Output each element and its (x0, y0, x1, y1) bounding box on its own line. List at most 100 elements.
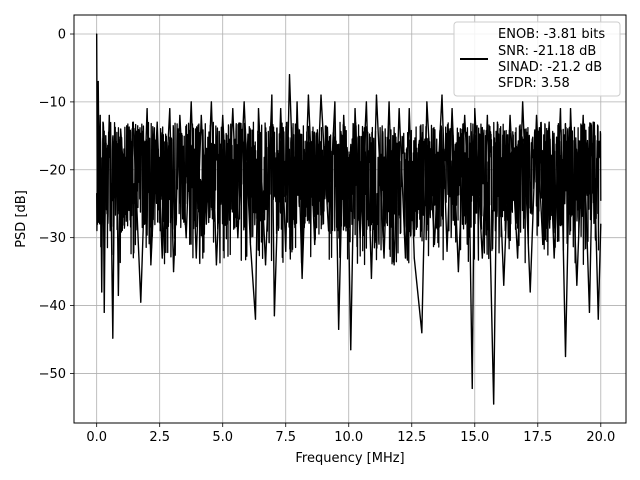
data-point (597, 318, 599, 320)
data-point (503, 284, 505, 286)
data-point (98, 182, 100, 184)
data-point (103, 311, 105, 313)
data-point (548, 121, 550, 123)
data-point (243, 101, 245, 103)
data-point (404, 257, 407, 259)
data-point (529, 291, 531, 293)
data-point (161, 257, 163, 259)
plot-area-frame (73, 14, 627, 424)
data-point (190, 101, 192, 103)
data-point (383, 257, 385, 259)
x-tick-label: 15.0 (460, 430, 489, 445)
data-point (280, 108, 282, 110)
y-tick-label: −20 (39, 163, 66, 178)
data-point (210, 101, 212, 103)
x-axis-label: Frequency [MHz] (295, 451, 404, 466)
data-point (370, 277, 373, 279)
data-point (114, 128, 116, 130)
noise-trace (96, 121, 602, 266)
data-point (296, 101, 298, 103)
data-point (600, 223, 602, 225)
data-point (388, 101, 390, 103)
data-point (354, 108, 356, 110)
data-point (582, 114, 584, 117)
data-point (215, 264, 218, 266)
data-point (486, 114, 488, 117)
legend: ENOB: -3.81 bits SNR: -21.18 dB SINAD: -… (453, 21, 621, 97)
data-point (97, 80, 99, 83)
data-point (542, 243, 544, 246)
x-tick-label: 10.0 (334, 430, 363, 445)
data-point (179, 114, 181, 117)
data-point (334, 101, 336, 103)
data-point (150, 264, 152, 266)
legend-entry-sfdr: SFDR: 3.58 (498, 76, 570, 91)
data-point (359, 237, 361, 239)
data-point (464, 114, 466, 117)
data-point (413, 257, 415, 259)
data-point (493, 403, 495, 405)
data-point (254, 318, 257, 320)
data-point (474, 108, 476, 110)
data-point (509, 114, 511, 117)
data-point (117, 294, 119, 296)
data-point (441, 94, 443, 96)
data-point (535, 114, 538, 117)
data-point (227, 223, 229, 225)
legend-entry-snr: SNR: -21.18 dB (498, 44, 596, 59)
data-point (564, 355, 567, 358)
data-point (116, 203, 118, 205)
data-point (126, 216, 128, 218)
y-tick-label: −30 (39, 231, 66, 246)
data-point (433, 243, 436, 246)
data-point (559, 108, 562, 110)
data-point (471, 387, 473, 389)
data-point (106, 196, 108, 198)
y-tick-label: −50 (39, 367, 66, 382)
data-point (146, 108, 148, 110)
x-tick-label: 17.5 (523, 430, 552, 445)
data-point (451, 108, 453, 110)
x-tick-label: 20.0 (586, 430, 615, 445)
data-point (517, 257, 519, 259)
data-point (195, 257, 197, 259)
y-axis: 0 −10 −20 −30 −40 −50 (39, 28, 74, 382)
data-point (365, 101, 367, 103)
data-point (222, 114, 224, 117)
data-point (185, 237, 187, 239)
data-point (205, 223, 207, 225)
data-point (99, 114, 101, 117)
data-point (327, 230, 330, 232)
data-point (569, 108, 572, 110)
data-point (232, 108, 234, 110)
data-point (350, 349, 352, 351)
data-point (446, 250, 448, 252)
data-point (426, 101, 428, 103)
x-tick-label: 12.5 (397, 430, 426, 445)
data-point (120, 128, 122, 130)
series-layer (95, 33, 602, 405)
data-point (522, 101, 524, 103)
data-point (237, 237, 239, 239)
data-point (576, 284, 578, 286)
x-tick-label: 2.5 (149, 430, 170, 445)
data-point (200, 114, 202, 117)
data-point (285, 250, 287, 252)
data-point (96, 33, 98, 35)
data-point (172, 271, 175, 273)
legend-box (453, 21, 621, 97)
data-point (496, 121, 499, 123)
data-point (348, 230, 350, 232)
data-point (156, 121, 158, 123)
data-point (408, 108, 410, 110)
data-point (343, 114, 345, 117)
data-point (249, 243, 252, 246)
data-point (421, 332, 423, 334)
data-point (102, 121, 104, 123)
x-tick-label: 0.0 (86, 430, 107, 445)
data-point (314, 243, 316, 246)
data-point (140, 301, 142, 303)
data-point (301, 277, 303, 279)
legend-entry-enob: ENOB: -3.81 bits (498, 27, 605, 42)
data-point (307, 94, 310, 96)
